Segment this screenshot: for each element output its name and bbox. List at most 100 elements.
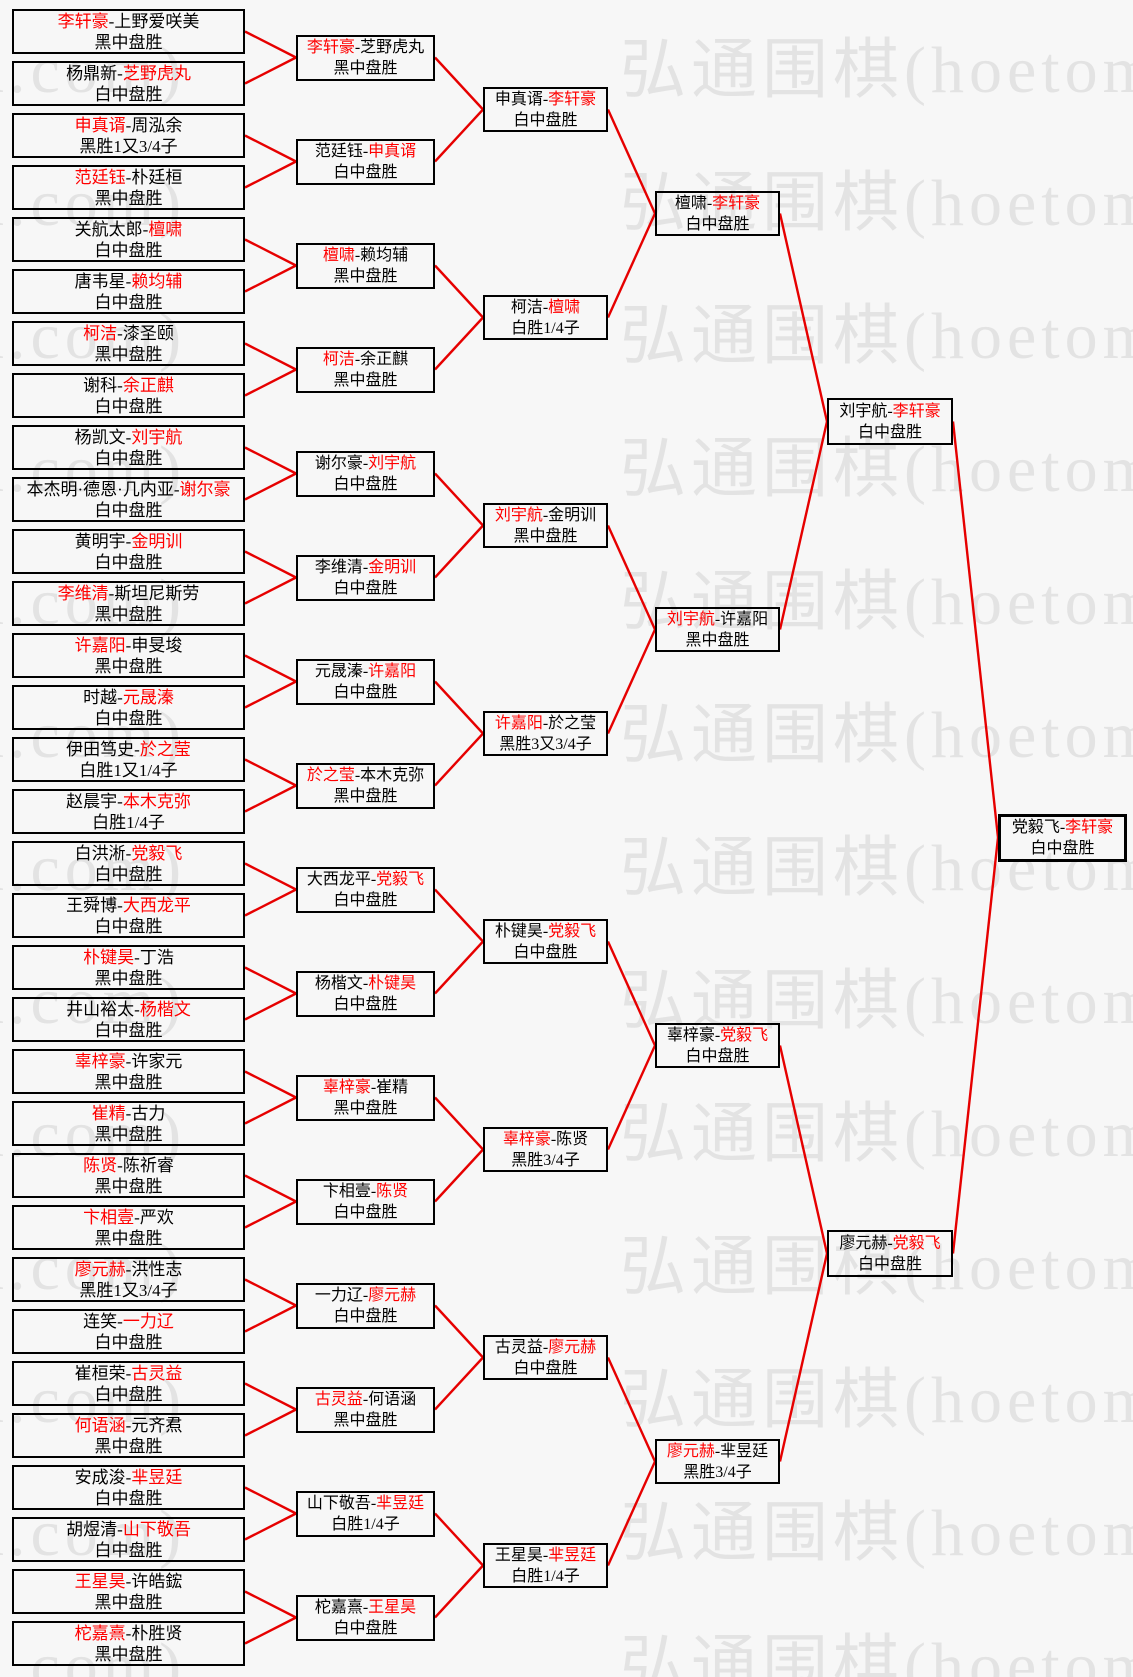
match-result: 白中盘胜 bbox=[685, 215, 750, 233]
connector-line bbox=[434, 316, 484, 371]
match-box-round-of-16-16: 柁嘉熹-王星昊 白中盘胜 bbox=[296, 1594, 435, 1641]
versus-dash: - bbox=[362, 1390, 369, 1408]
match-players: 柯洁-余正麒 bbox=[323, 349, 408, 370]
match-box-round-of-32-16: 赵晨宇-本木克弥 白胜1/4子 bbox=[12, 789, 245, 834]
connector-line bbox=[244, 1304, 297, 1333]
connector-line bbox=[244, 1200, 297, 1229]
connector-line bbox=[434, 108, 484, 163]
versus-dash: - bbox=[542, 1338, 549, 1356]
player-left: 赵晨宇 bbox=[66, 791, 118, 811]
watermark-text: 弘通围棋(hoetom.com) bbox=[620, 965, 1133, 1038]
match-players: 赵晨宇-本木克弥 bbox=[66, 791, 191, 812]
match-result: 黑胜1又3/4子 bbox=[79, 136, 178, 156]
match-result: 白中盘胜 bbox=[333, 475, 398, 493]
player-left: 李轩豪 bbox=[306, 38, 355, 56]
player-right: 檀啸 bbox=[548, 298, 581, 316]
player-left: 何语涵 bbox=[74, 1415, 126, 1435]
versus-dash: - bbox=[125, 271, 132, 291]
player-right: 芈昱廷 bbox=[720, 1442, 769, 1460]
match-players: 时越-元晟溱 bbox=[83, 687, 174, 708]
player-left: 刘宇航 bbox=[839, 402, 888, 420]
versus-dash: - bbox=[125, 1467, 132, 1487]
player-right: 斯坦尼斯劳 bbox=[114, 583, 200, 603]
connector-line bbox=[434, 1512, 484, 1567]
match-players: 杨凯文-刘宇航 bbox=[75, 427, 183, 448]
match-result: 白中盘胜 bbox=[513, 1359, 578, 1377]
match-result: 白中盘胜 bbox=[94, 1384, 163, 1404]
match-result: 白胜1/4子 bbox=[331, 1515, 400, 1533]
match-result: 黑中盘胜 bbox=[333, 59, 398, 77]
match-box-round-of-32-1: 李轩豪-上野爱咲美 黑中盘胜 bbox=[12, 9, 245, 54]
match-result: 白中盘胜 bbox=[857, 423, 922, 441]
player-right: 廖元赫 bbox=[368, 1286, 417, 1304]
connector-line bbox=[244, 1486, 297, 1515]
player-right: 杨楷文 bbox=[139, 999, 191, 1019]
match-result: 黑胜3又3/4子 bbox=[499, 735, 592, 753]
connector-line bbox=[434, 1356, 484, 1411]
versus-dash: - bbox=[362, 454, 369, 472]
watermark-text: 弘通围棋(hoetom.com) bbox=[0, 167, 187, 240]
match-players: 廖元赫-洪性志 bbox=[75, 1259, 183, 1280]
player-left: 卞相壹 bbox=[83, 1207, 135, 1227]
player-right: 陈祈睿 bbox=[122, 1155, 174, 1175]
connector-line bbox=[244, 56, 297, 85]
player-left: 一力辽 bbox=[314, 1286, 363, 1304]
versus-dash: - bbox=[887, 402, 893, 420]
player-left: 於之莹 bbox=[306, 766, 355, 784]
match-players: 刘宇航-李轩豪 bbox=[839, 401, 940, 422]
player-left: 檀啸 bbox=[322, 246, 355, 264]
player-left: 许嘉阳 bbox=[494, 714, 543, 732]
connector-line bbox=[434, 472, 484, 527]
player-right: 金明训 bbox=[131, 531, 183, 551]
match-box-quarterfinal-4: 廖元赫-芈昱廷 黑胜3/4子 bbox=[655, 1439, 780, 1484]
match-box-round-of-16-12: 卞相壹-陈贤 白中盘胜 bbox=[296, 1178, 435, 1225]
match-box-round-of-8-4: 许嘉阳-於之莹 黑胜3又3/4子 bbox=[483, 711, 608, 756]
match-result: 白中盘胜 bbox=[857, 1255, 922, 1273]
match-box-round-of-16-2: 范廷钰-申真谞 白中盘胜 bbox=[296, 138, 435, 185]
versus-dash: - bbox=[125, 1363, 132, 1383]
player-left: 李维清 bbox=[57, 583, 109, 603]
player-left: 廖元赫 bbox=[839, 1234, 888, 1252]
match-players: 朴键昊-党毅飞 bbox=[495, 921, 596, 942]
match-box-round-of-16-6: 李维清-金明训 白中盘胜 bbox=[296, 554, 435, 601]
match-result: 黑中盘胜 bbox=[333, 1411, 398, 1429]
match-players: 辜梓豪-陈贤 bbox=[503, 1129, 588, 1150]
match-box-round-of-8-8: 王星昊-芈昱廷 白胜1/4子 bbox=[483, 1543, 608, 1588]
player-right: 芈昱廷 bbox=[548, 1546, 597, 1564]
versus-dash: - bbox=[117, 375, 123, 395]
match-box-round-of-32-10: 本杰明·德恩·几内亚-谢尔豪 白中盘胜 bbox=[12, 477, 245, 522]
match-box-round-of-8-7: 古灵益-廖元赫 白中盘胜 bbox=[483, 1335, 608, 1380]
match-box-round-of-32-19: 朴键昊-丁浩 黑中盘胜 bbox=[12, 945, 245, 990]
player-right: 崔精 bbox=[376, 1078, 409, 1096]
match-result: 黑中盘胜 bbox=[94, 1228, 163, 1248]
versus-dash: - bbox=[125, 1103, 132, 1123]
versus-dash: - bbox=[117, 323, 123, 343]
player-left: 元晟溱 bbox=[314, 662, 363, 680]
match-result: 白中盘胜 bbox=[94, 916, 163, 936]
versus-dash: - bbox=[134, 1207, 140, 1227]
match-result: 白中盘胜 bbox=[94, 708, 163, 728]
match-result: 黑胜3/4子 bbox=[683, 1463, 752, 1481]
player-right: 谢尔豪 bbox=[179, 479, 231, 499]
connector-line bbox=[778, 1045, 829, 1254]
watermark-text: 弘通围棋(hoetom.com) bbox=[0, 1630, 187, 1677]
match-result: 黑中盘胜 bbox=[94, 1644, 163, 1664]
player-right: 周泓余 bbox=[131, 115, 183, 135]
player-left: 安成浚 bbox=[74, 1467, 126, 1487]
match-box-final-1: 党毅飞-李轩豪 白中盘胜 bbox=[998, 813, 1127, 862]
connector-line bbox=[434, 1304, 484, 1359]
match-box-quarterfinal-1: 檀啸-李轩豪 白中盘胜 bbox=[655, 191, 780, 236]
connector-line bbox=[244, 1174, 297, 1203]
player-left: 申真谞 bbox=[494, 90, 543, 108]
versus-dash: - bbox=[108, 11, 115, 31]
player-left: 柯洁 bbox=[83, 323, 118, 343]
match-result: 黑中盘胜 bbox=[94, 1072, 163, 1092]
watermark-text: 弘通围棋(hoetom.com) bbox=[620, 566, 1133, 639]
versus-dash: - bbox=[887, 1234, 893, 1252]
versus-dash: - bbox=[714, 1442, 721, 1460]
player-right: 党毅飞 bbox=[720, 1026, 769, 1044]
connector-line bbox=[434, 56, 484, 111]
match-result: 黑中盘胜 bbox=[685, 631, 750, 649]
match-box-quarterfinal-3: 辜梓豪-党毅飞 白中盘胜 bbox=[655, 1023, 780, 1068]
player-left: 山下敬吾 bbox=[306, 1494, 371, 1512]
